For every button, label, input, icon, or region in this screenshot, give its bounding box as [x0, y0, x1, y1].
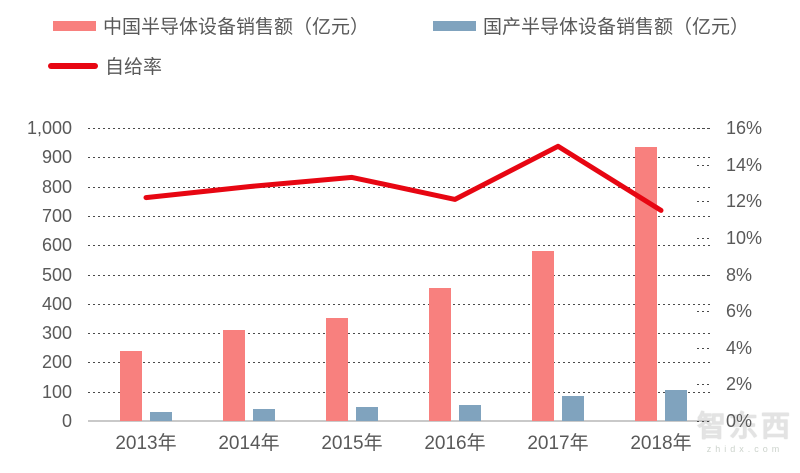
domestic-sales-bar	[253, 409, 275, 421]
watermark-logo: 智东西	[696, 411, 793, 443]
gridline	[88, 245, 710, 247]
x-axis-label: 2017年	[527, 433, 589, 454]
gridline	[88, 362, 710, 364]
right-axis-tick-label: 6%	[726, 301, 753, 322]
right-axis-tick	[697, 347, 711, 349]
gridline	[88, 215, 710, 217]
left-axis-tick-label: 300	[41, 323, 72, 344]
right-axis-tick	[697, 237, 711, 239]
legend-label-self-sufficiency: 自给率	[105, 57, 163, 78]
domestic-sales-bar	[562, 395, 584, 421]
china-sales-bar	[223, 330, 245, 421]
right-axis-tick	[697, 421, 711, 422]
china-sales-bar	[120, 350, 142, 421]
right-axis-tick-label: 14%	[726, 154, 763, 175]
x-axis-label: 2015年	[321, 433, 383, 454]
gridline	[88, 333, 710, 335]
china-sales-swatch-icon	[53, 20, 96, 31]
x-axis-label: 2018年	[630, 433, 692, 454]
right-axis-tick	[697, 274, 711, 276]
left-axis-tick-label: 200	[41, 352, 72, 373]
gridline	[88, 391, 710, 393]
x-axis-label: 2016年	[424, 433, 486, 454]
right-axis-tick-label: 0%	[726, 411, 753, 431]
legend-item-china-sales: 中国半导体设备销售额（亿元）	[53, 12, 369, 39]
china-sales-bar	[429, 287, 451, 421]
china-sales-bar	[326, 318, 348, 421]
gridline	[88, 186, 710, 188]
watermark-domain: zhidx.com	[706, 444, 784, 454]
right-axis-tick-label: 16%	[726, 118, 763, 138]
right-axis-tick	[697, 164, 711, 166]
left-axis-tick-label: 100	[41, 381, 72, 402]
legend-item-domestic-sales: 国产半导体设备销售额（亿元）	[433, 12, 749, 39]
legend-label-china-sales: 中国半导体设备销售额（亿元）	[103, 17, 370, 38]
left-axis-tick-label: 900	[41, 147, 72, 168]
left-axis-tick-label: 700	[41, 205, 72, 226]
left-axis-tick-label: 400	[41, 293, 72, 314]
right-axis-tick-label: 12%	[726, 191, 763, 212]
gridline	[88, 303, 710, 305]
domestic-sales-bar	[459, 404, 481, 421]
gridline	[88, 128, 710, 129]
right-axis-tick-label: 10%	[726, 227, 763, 248]
china-sales-bar	[635, 147, 657, 421]
right-axis-tick	[697, 384, 711, 386]
right-axis-tick-label: 2%	[726, 374, 753, 395]
china-sales-bar	[532, 251, 554, 421]
self-sufficiency-polyline	[143, 143, 664, 213]
legend-label-domestic-sales: 国产半导体设备销售额（亿元）	[483, 17, 750, 38]
right-axis-tick	[697, 311, 711, 313]
domestic-sales-bar	[150, 412, 172, 421]
domestic-sales-bar	[356, 407, 378, 421]
gridline	[88, 157, 710, 159]
gridline	[88, 274, 710, 276]
left-axis-tick-label: 800	[41, 176, 72, 197]
domestic-sales-swatch-icon	[433, 20, 476, 31]
left-axis-tick-label: 1,000	[26, 118, 72, 138]
x-axis-label: 2013年	[115, 433, 177, 454]
left-axis-tick-label: 500	[41, 264, 72, 285]
watermark: 智东西 zhidx.com	[690, 410, 800, 454]
self-sufficiency-line-swatch-icon	[48, 62, 98, 69]
right-axis-tick	[697, 128, 711, 129]
legend-item-self-sufficiency: 自给率	[48, 52, 162, 79]
x-axis-label: 2014年	[218, 433, 280, 454]
left-axis-tick-label: 0	[61, 411, 72, 431]
domestic-sales-bar	[665, 389, 687, 421]
x-axis-baseline	[88, 420, 710, 422]
right-axis-tick-label: 4%	[726, 337, 753, 358]
right-axis-tick	[697, 201, 711, 203]
right-axis-tick-label: 8%	[726, 264, 753, 285]
left-axis-tick-label: 600	[41, 235, 72, 256]
